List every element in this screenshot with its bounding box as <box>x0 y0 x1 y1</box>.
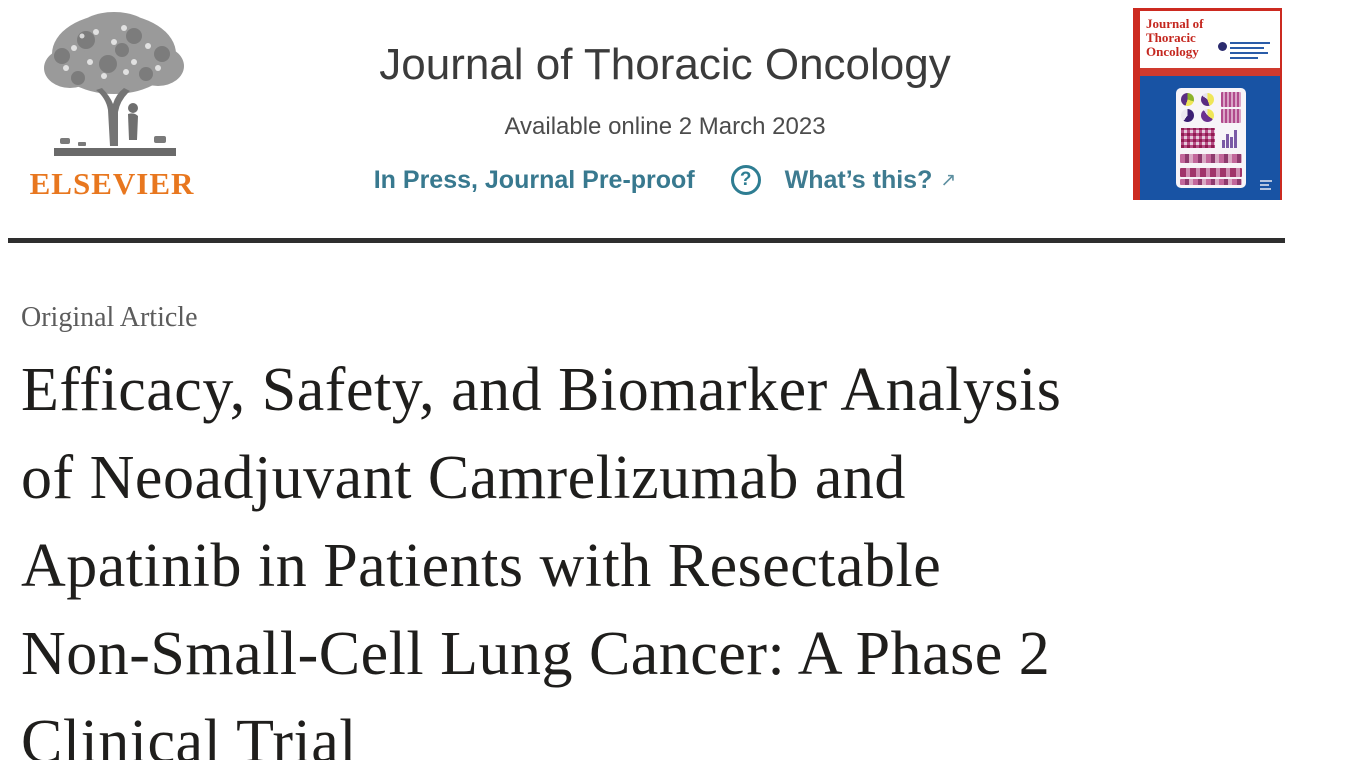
article-title-line: of Neoadjuvant Camrelizumab and <box>21 444 906 512</box>
external-link-arrow-icon: ↗ <box>940 169 957 191</box>
article-title: Efficacy, Safety, and Biomarker Analysis… <box>21 346 1331 760</box>
elsevier-wordmark: ELSEVIER <box>29 166 195 201</box>
cover-journal-title: Journal of Thoracic Oncology <box>1146 17 1203 59</box>
article-title-line: Efficacy, Safety, and Biomarker Analysis <box>21 356 1062 424</box>
article-title-line: Clinical Trial <box>21 708 357 760</box>
in-press-status-label: In Press, Journal Pre-proof <box>373 165 695 194</box>
cover-society-emblem <box>1218 42 1227 51</box>
elsevier-tree-icon <box>44 12 184 156</box>
cover-title-line: Thoracic <box>1146 30 1196 45</box>
article-title-line: Apatinib in Patients with Resectable <box>21 532 942 600</box>
cover-figure-panel <box>1176 88 1246 188</box>
article-type-label: Original Article <box>21 302 198 333</box>
status-row: In Press, Journal Pre-proof ? What’s thi… <box>300 160 1030 200</box>
cover-title-line: Journal of <box>1146 16 1204 31</box>
whats-this-link[interactable]: What’s this? <box>784 165 933 194</box>
journal-title-link[interactable]: Journal of Thoracic Oncology <box>379 40 951 89</box>
journal-cover-thumbnail[interactable]: Journal of Thoracic Oncology <box>1133 8 1282 200</box>
header-divider-rule <box>8 238 1285 243</box>
article-title-line: Non-Small-Cell Lung Cancer: A Phase 2 <box>21 620 1051 688</box>
available-online-date: Available online 2 March 2023 <box>504 113 826 140</box>
cover-red-band <box>1140 68 1280 76</box>
elsevier-logo: ELSEVIER <box>12 4 212 212</box>
cover-publisher-mark <box>1260 178 1272 192</box>
help-question-icon[interactable]: ? <box>730 165 761 195</box>
cover-title-line: Oncology <box>1146 44 1199 59</box>
cover-society-block <box>1218 39 1274 62</box>
cover-blue-field <box>1140 76 1280 200</box>
